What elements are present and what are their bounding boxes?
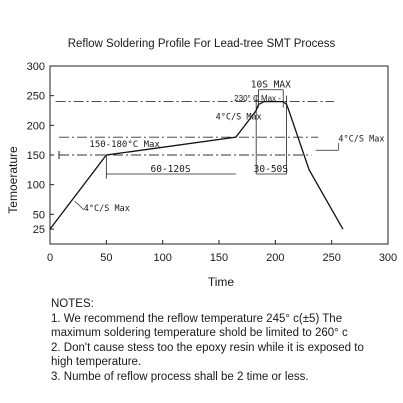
notes-line: high temperature. (51, 356, 142, 369)
x-tick-label: 100 (153, 252, 171, 264)
x-tick-label: 0 (47, 252, 53, 264)
y-axis-label: Temoerature (6, 146, 20, 214)
profile-line (49, 100, 344, 230)
x-tick-label: 200 (266, 252, 284, 264)
preheat-duration-label: 60-120S (151, 164, 191, 175)
slope-label-cool: 4°C/S Max (338, 134, 384, 144)
slope-leader-ramp (74, 201, 85, 210)
y-tick-label: 100 (27, 180, 45, 192)
x-axis-label: Time (208, 275, 235, 289)
y-tick-label: 150 (27, 150, 45, 162)
y-tick-label: 300 (27, 61, 45, 73)
reflow-chart: 0 50 100 150 200 250 300 25 50 100 150 200 250 300 23… (6, 61, 397, 289)
ref-label-230: 230° C Max - (234, 94, 281, 103)
x-tick-label: 300 (379, 252, 397, 264)
notes-line: maximum soldering temperature shold be l… (51, 327, 348, 340)
slope-label-ramp: 4°C/S Max (84, 204, 130, 214)
y-tick-label: 50 (33, 209, 45, 221)
y-tick-label: 25 (33, 224, 45, 236)
slope-label-preheat: 4°C/S Max (216, 112, 262, 122)
y-tick-label: 250 (27, 91, 45, 103)
x-tick-label: 250 (322, 252, 340, 264)
x-tick-label: 50 (100, 252, 112, 264)
notes-line: 3. Numbe of reflow process shall be 2 ti… (51, 370, 309, 383)
reflow-duration-label: 30-50S (254, 164, 289, 175)
peak-duration-label: 10S MAX (251, 80, 291, 91)
notes-block: NOTES: 1. We recommend the reflow temper… (51, 297, 401, 385)
ref-label-150-180: 150-180°C Max (89, 140, 160, 150)
chart-title: Reflow Soldering Profile For Lead-tree S… (67, 38, 336, 50)
x-tick-label: 150 (210, 252, 228, 264)
notes-line: 2. Don't cause stess too the epoxy resin… (51, 341, 364, 354)
notes-heading: NOTES: (51, 298, 94, 310)
y-tick-label: 200 (27, 120, 45, 132)
notes-line: 1. We recommend the reflow temperature 2… (51, 312, 343, 325)
